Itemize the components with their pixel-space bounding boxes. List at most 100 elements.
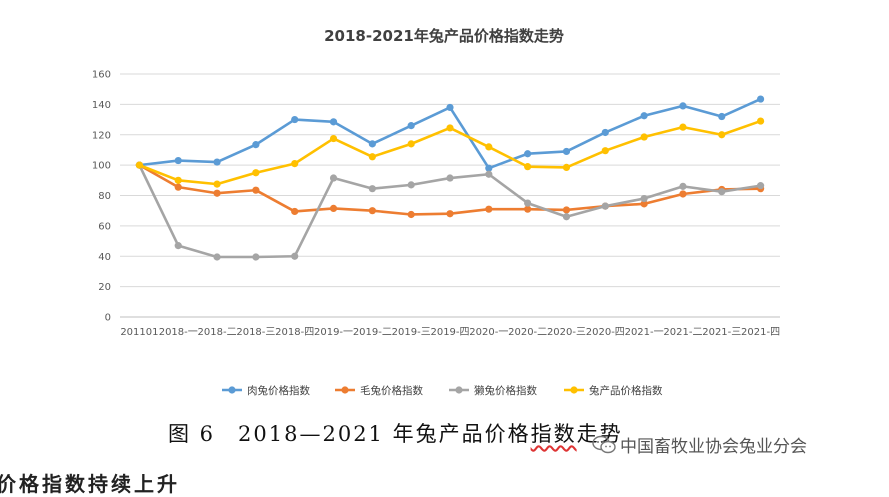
data-point bbox=[562, 147, 571, 156]
x-tick-label: 2021-三 bbox=[702, 327, 741, 338]
x-tick-label: 2018-二 bbox=[198, 327, 237, 338]
data-point bbox=[679, 190, 687, 198]
x-tick-label: 201101 bbox=[120, 327, 158, 338]
data-point bbox=[601, 128, 609, 137]
data-point bbox=[252, 186, 260, 194]
data-point bbox=[679, 123, 687, 131]
series-lines bbox=[135, 95, 765, 261]
data-point bbox=[446, 210, 454, 218]
data-point bbox=[368, 185, 376, 193]
y-tick-label: 140 bbox=[92, 100, 111, 111]
legend-item: 獭兔价格指数 bbox=[449, 384, 537, 397]
data-point bbox=[640, 194, 648, 203]
data-point bbox=[756, 117, 765, 125]
x-tick-label: 2019-四 bbox=[430, 327, 469, 338]
chart-svg: 2018-2021年兔产品价格指数走势 0 20 40 60 80 100 120 140 16… bbox=[92, 27, 780, 397]
data-point bbox=[679, 102, 687, 110]
legend: 肉兔价格指数 毛兔价格指数 獭兔价格指数 兔产品价格指数 bbox=[222, 384, 663, 397]
data-point bbox=[562, 163, 571, 172]
x-axis-ticks: 201101 2018-一 2018-二 2018-三 2018-四 2019-一 2019… bbox=[120, 327, 780, 338]
wechat-icon bbox=[592, 435, 616, 455]
chart: 2018-2021年兔产品价格指数走势 0 20 40 60 80 100 120 140 16… bbox=[92, 27, 780, 397]
y-tick-label: 100 bbox=[92, 161, 111, 172]
chart-title: 2018-2021年兔产品价格指数走势 bbox=[324, 27, 564, 45]
watermark: 中国畜牧业协会兔业分会 bbox=[592, 432, 807, 457]
watermark-text: 中国畜牧业协会兔业分会 bbox=[620, 437, 807, 457]
x-tick-label: 2019-三 bbox=[392, 327, 431, 338]
data-point bbox=[213, 189, 221, 197]
series-1 bbox=[135, 161, 765, 219]
data-point bbox=[368, 140, 376, 148]
data-point bbox=[524, 205, 532, 213]
x-tick-label: 2019-二 bbox=[353, 327, 392, 338]
data-point bbox=[329, 134, 338, 143]
y-axis-ticks: 0 20 40 60 80 100 120 140 160 bbox=[92, 70, 111, 324]
legend-item: 肉兔价格指数 bbox=[222, 384, 310, 397]
data-point bbox=[368, 153, 376, 161]
y-tick-label: 160 bbox=[92, 70, 111, 81]
data-point bbox=[213, 253, 221, 261]
data-point bbox=[174, 183, 182, 191]
data-point bbox=[174, 176, 182, 184]
data-point bbox=[446, 174, 454, 182]
legend-swatch-marker bbox=[341, 386, 349, 394]
x-tick-label: 2020-三 bbox=[547, 327, 586, 338]
data-point bbox=[718, 131, 726, 139]
data-point bbox=[524, 199, 532, 207]
data-point bbox=[174, 242, 182, 250]
data-point bbox=[524, 150, 532, 158]
legend-label: 毛兔价格指数 bbox=[360, 384, 423, 397]
data-point bbox=[640, 112, 648, 120]
x-tick-label: 2021-四 bbox=[741, 327, 780, 338]
series-3 bbox=[135, 117, 765, 188]
data-point bbox=[329, 174, 338, 182]
data-point bbox=[640, 200, 648, 208]
x-tick-label: 2018-四 bbox=[275, 327, 314, 338]
data-point bbox=[213, 158, 221, 166]
series-0 bbox=[135, 95, 765, 172]
y-tick-label: 80 bbox=[98, 191, 111, 202]
data-point bbox=[407, 210, 415, 219]
legend-label: 兔产品价格指数 bbox=[589, 384, 663, 397]
data-point bbox=[329, 118, 338, 126]
data-point bbox=[407, 122, 415, 130]
data-point bbox=[291, 115, 299, 124]
caption-squiggled: 指数 bbox=[530, 422, 577, 446]
legend-label: 獭兔价格指数 bbox=[474, 384, 537, 397]
data-point bbox=[252, 169, 260, 177]
data-point bbox=[291, 160, 299, 168]
legend-swatch-marker bbox=[228, 386, 236, 394]
data-point bbox=[329, 204, 338, 213]
figure-caption: 图 6 2018—2021 年兔产品价格指数走势 bbox=[168, 418, 623, 448]
data-point bbox=[407, 181, 415, 189]
data-point bbox=[601, 147, 609, 155]
y-tick-label: 40 bbox=[98, 252, 111, 263]
legend-label: 肉兔价格指数 bbox=[247, 384, 310, 397]
series-line bbox=[138, 163, 761, 216]
x-tick-label: 2018-一 bbox=[159, 327, 198, 338]
y-tick-label: 20 bbox=[98, 282, 111, 293]
data-point bbox=[524, 163, 532, 171]
data-point bbox=[174, 156, 182, 165]
data-point bbox=[368, 207, 376, 215]
x-tick-label: 2021-一 bbox=[625, 327, 664, 338]
data-point bbox=[718, 188, 726, 196]
data-point bbox=[640, 133, 648, 141]
legend-swatch-marker bbox=[455, 386, 463, 394]
x-tick-label: 2021-二 bbox=[663, 327, 702, 338]
data-point bbox=[485, 205, 493, 213]
data-point bbox=[756, 95, 765, 103]
data-point bbox=[446, 124, 454, 132]
x-tick-label: 2019-一 bbox=[314, 327, 353, 338]
data-point bbox=[718, 112, 726, 121]
data-point bbox=[485, 164, 493, 172]
data-point bbox=[291, 252, 299, 260]
x-tick-label: 2020-四 bbox=[586, 327, 625, 338]
y-tick-label: 120 bbox=[92, 130, 111, 141]
data-point bbox=[407, 140, 415, 148]
data-point bbox=[135, 161, 144, 169]
x-tick-label: 2020-二 bbox=[508, 327, 547, 338]
x-tick-label: 2020-一 bbox=[469, 327, 508, 338]
legend-item: 兔产品价格指数 bbox=[564, 384, 663, 397]
x-tick-label: 2018-三 bbox=[236, 327, 275, 338]
